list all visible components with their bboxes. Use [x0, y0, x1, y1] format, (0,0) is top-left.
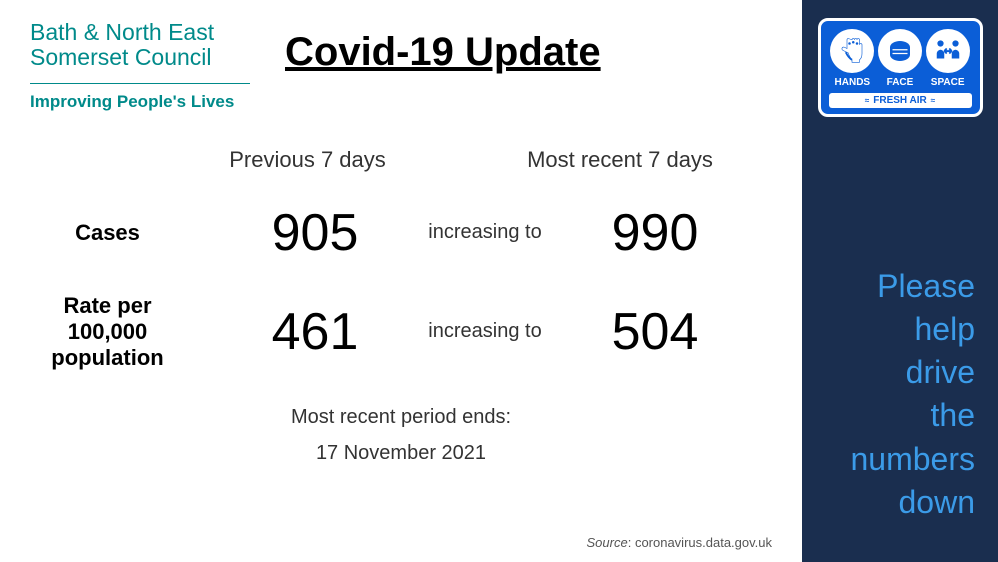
hands-label: HANDS — [830, 77, 874, 88]
page-title: Covid-19 Update — [285, 30, 601, 75]
logo-divider — [30, 83, 250, 84]
face-label: FACE — [878, 77, 922, 88]
council-logo: Bath & North East Somerset Council Impro… — [30, 20, 260, 112]
cases-trend: increasing to — [410, 221, 560, 244]
source-attribution: Source: coronavirus.data.gov.uk — [587, 535, 773, 550]
wave-icon: ≈ — [931, 96, 935, 105]
hands-icon — [830, 29, 874, 73]
source-label: Source — [587, 535, 628, 550]
space-icon — [926, 29, 970, 73]
period-label: Most recent period ends: — [30, 399, 772, 435]
cases-row: Cases 905 increasing to 990 — [30, 203, 772, 263]
header-previous: Previous 7 days — [215, 147, 400, 173]
source-value: coronavirus.data.gov.uk — [635, 535, 772, 550]
sidebar: HANDS FACE SPACE ≈ FRESH AIR ≈ Please he… — [802, 0, 998, 562]
wave-icon: ≈ — [865, 96, 869, 105]
cases-previous: 905 — [235, 203, 395, 263]
logo-tagline: Improving People's Lives — [30, 92, 260, 112]
rate-previous: 461 — [235, 302, 395, 362]
cta-message: Please help drive the numbers down — [817, 265, 983, 524]
logo-line-1: Bath & North East — [30, 20, 260, 45]
cases-recent: 990 — [575, 203, 735, 263]
face-icon — [878, 29, 922, 73]
fresh-air-label: FRESH AIR — [873, 95, 927, 106]
fresh-air-bar: ≈ FRESH AIR ≈ — [829, 93, 972, 108]
main-content: Bath & North East Somerset Council Impro… — [0, 0, 802, 562]
cta-word-2: help — [817, 308, 975, 351]
header-row: Bath & North East Somerset Council Impro… — [30, 20, 772, 112]
rate-row: Rate per 100,000 population 461 increasi… — [30, 293, 772, 371]
period-block: Most recent period ends: 17 November 202… — [30, 399, 772, 471]
cases-label: Cases — [30, 220, 185, 246]
rate-recent: 504 — [575, 302, 735, 362]
safety-icons-row — [829, 29, 972, 73]
cta-word-4: the — [817, 394, 975, 437]
header-recent: Most recent 7 days — [510, 147, 730, 173]
period-date: 17 November 2021 — [30, 435, 772, 471]
rate-trend: increasing to — [410, 320, 560, 343]
safety-labels: HANDS FACE SPACE — [829, 77, 972, 88]
cta-word-3: drive — [817, 351, 975, 394]
space-label: SPACE — [926, 77, 970, 88]
logo-line-2: Somerset Council — [30, 45, 260, 70]
safety-badge: HANDS FACE SPACE ≈ FRESH AIR ≈ — [818, 18, 983, 117]
cta-word-6: down — [817, 481, 975, 524]
cta-word-5: numbers — [817, 438, 975, 481]
column-headers: Previous 7 days Most recent 7 days — [30, 147, 772, 173]
rate-label: Rate per 100,000 population — [30, 293, 185, 371]
cta-word-1: Please — [817, 265, 975, 308]
